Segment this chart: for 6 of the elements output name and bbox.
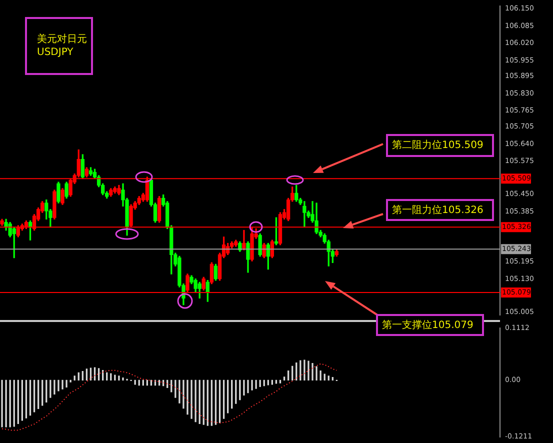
annotation: 第一支撑位105.079	[382, 318, 474, 332]
annotation: 美元对日元	[37, 33, 87, 46]
annotation: USDJPY	[37, 46, 74, 59]
annotation: 第二阻力位105.509	[392, 139, 484, 152]
line-series	[2, 363, 338, 431]
annotation: 第一阻力位105.326	[392, 204, 484, 216]
